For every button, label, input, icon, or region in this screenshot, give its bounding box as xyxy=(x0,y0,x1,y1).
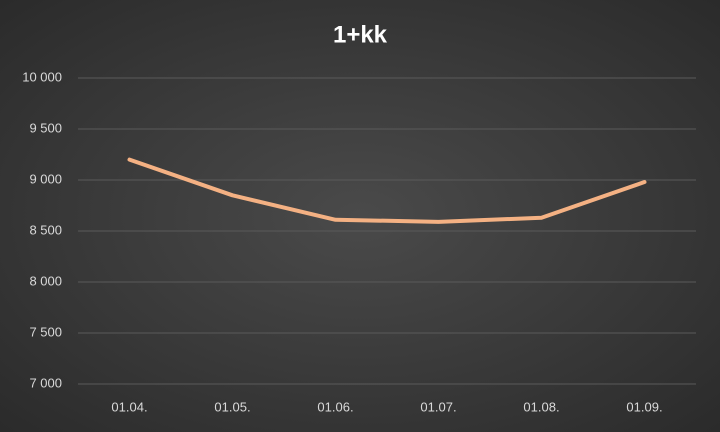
y-tick-label: 10 000 xyxy=(22,69,62,84)
chart-title: 1+kk xyxy=(333,21,388,48)
y-tick-label: 8 500 xyxy=(29,222,62,237)
x-tick-label: 01.07. xyxy=(420,399,456,414)
data-line xyxy=(127,157,647,224)
y-tick-label: 7 000 xyxy=(29,375,62,390)
x-tick-label: 01.04. xyxy=(111,399,147,414)
x-tick-label: 01.08. xyxy=(523,399,559,414)
y-tick-label: 9 000 xyxy=(29,171,62,186)
y-tick-label: 7 500 xyxy=(29,324,62,339)
x-tick-label: 01.06. xyxy=(317,399,353,414)
y-tick-label: 9 500 xyxy=(29,120,62,135)
x-tick-label: 01.05. xyxy=(214,399,250,414)
x-tick-label: 01.09. xyxy=(626,399,662,414)
y-tick-label: 8 000 xyxy=(29,273,62,288)
